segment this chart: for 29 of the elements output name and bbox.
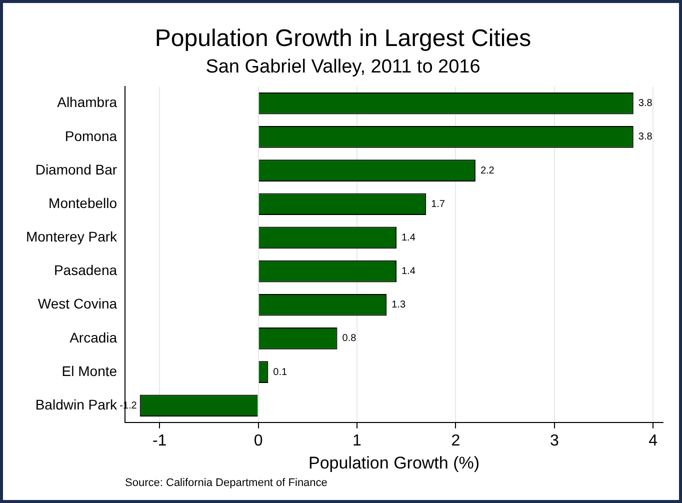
x-tick-label: 2: [451, 432, 460, 450]
chart-subtitle: San Gabriel Valley, 2011 to 2016: [206, 56, 480, 78]
data-label: 2.2: [480, 165, 495, 176]
data-label: 1.4: [401, 266, 416, 278]
y-tick-label: West Covina: [38, 296, 118, 312]
chart-title: Population Growth in Largest Cities: [154, 25, 532, 52]
x-tick-label: 4: [648, 432, 658, 450]
x-tick-label: -1: [152, 432, 167, 450]
x-tick-label: 1: [352, 432, 362, 450]
data-label: 3.8: [638, 132, 653, 143]
x-tick-label: 3: [550, 432, 559, 450]
y-tick-label: Pomona: [64, 128, 118, 144]
x-tick-label: 0: [254, 432, 263, 450]
data-label: 1.7: [431, 198, 446, 210]
data-label: 1.4: [401, 232, 416, 244]
y-tick-label: Arcadia: [70, 329, 118, 346]
y-tick-label: Pasadena: [54, 262, 118, 278]
y-tick-label: Alhambra: [57, 94, 118, 110]
y-tick-label: El Monte: [62, 362, 118, 379]
y-tick-label: Baldwin Park: [35, 396, 118, 412]
data-label: 3.8: [638, 98, 653, 110]
x-axis-title: Population Growth (%): [308, 453, 480, 472]
y-tick-label: Montebello: [48, 194, 118, 211]
data-label: 0.8: [342, 333, 357, 344]
source-note: Source: California Department of Finance: [125, 477, 328, 489]
y-tick-label: Monterey Park: [26, 228, 118, 245]
data-label: 0.1: [273, 366, 288, 378]
y-tick-label: Diamond Bar: [35, 161, 118, 178]
data-label: 1.3: [392, 300, 406, 311]
